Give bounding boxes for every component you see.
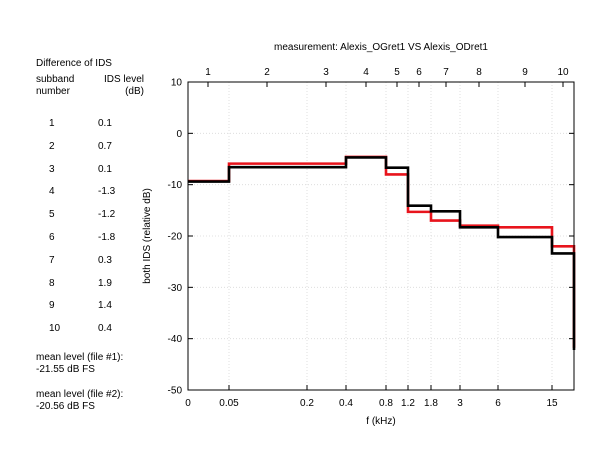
series-lines (188, 155, 576, 350)
subband-number: 2 (49, 140, 55, 152)
subband-number: 5 (49, 209, 55, 221)
x-tick-label: 1.8 (424, 398, 438, 409)
x-tick-label: 0.4 (339, 398, 353, 409)
x-tick-label: 3 (457, 398, 463, 409)
subband-number: 6 (49, 232, 55, 243)
top-tick-label: 10 (557, 67, 569, 78)
x-tick-label: 0 (185, 398, 191, 409)
ids-level-value: 1.9 (98, 277, 112, 289)
ids-level-value: 0.1 (98, 118, 112, 129)
x-tick-label: 15 (546, 398, 558, 409)
y-tick-label: 10 (171, 78, 183, 89)
series-line-2 (188, 156, 576, 350)
subband-number: 7 (49, 254, 55, 266)
x-tick-label: 0.05 (219, 398, 239, 409)
mean-level-file1-label: mean level (file #1): (36, 352, 124, 363)
ids-level-value: 0.1 (98, 163, 112, 175)
top-tick-label: 9 (522, 67, 528, 78)
mean-level-file1: mean level (file #1): -21.55 dB FS (36, 352, 123, 376)
y-tick-label: -10 (168, 180, 183, 191)
y-tick-label: -20 (168, 232, 183, 243)
grid-lines (188, 82, 574, 390)
top-tick-label: 5 (394, 67, 400, 78)
y-axis-label: both IDS (relative dB) (142, 188, 153, 284)
top-tick-label: 6 (416, 67, 422, 78)
mean-level-file2-label: mean level (file #2): (36, 389, 124, 400)
top-tick-label: 1 (205, 67, 211, 78)
y-tick-label: -50 (168, 386, 183, 397)
subband-number: 10 (49, 323, 61, 335)
ids-level-value: -1.3 (98, 186, 116, 198)
top-tick-label: 8 (476, 67, 482, 78)
x-tick-label: 0.2 (300, 398, 314, 409)
x-tick-label: 0.8 (379, 398, 393, 409)
y-tick-label: 0 (176, 129, 182, 140)
x-tick-label: 1.2 (401, 398, 415, 409)
mean-level-file2: mean level (file #2): -20.56 dB FS (36, 389, 123, 413)
tick-labels: -50 -40 -30 -20 -10 0 10 0 0.05 0.2 0.4 0.8 1.2 1.8 3 6… (168, 67, 569, 409)
chart-title: measurement: Alexis_OGret1 VS Alexis_ODr… (274, 42, 488, 53)
ids-level-column-header: IDS level (dB) (103, 74, 144, 97)
ids-level-value: -1.2 (98, 209, 116, 221)
top-tick-label: 4 (363, 67, 369, 78)
subband-number: 1 (49, 118, 55, 129)
top-tick-label: 3 (323, 67, 329, 78)
subband-number: 3 (49, 163, 55, 175)
y-tick-label: -30 (168, 283, 183, 294)
series-line-1 (188, 155, 576, 348)
ids-level-value: 1.4 (98, 300, 112, 312)
ids-level-value: 0.3 (98, 254, 112, 266)
x-axis-label: f (kHz) (366, 416, 395, 427)
subband-column-header: subband number (36, 74, 75, 97)
tick-marks (187, 81, 574, 391)
mean-level-file2-value: -20.56 dB FS (36, 401, 95, 412)
ids-level-value: 0.7 (98, 140, 112, 152)
top-tick-label: 2 (264, 67, 270, 78)
mean-level-file1-value: -21.55 dB FS (36, 364, 95, 375)
x-tick-label: 6 (495, 398, 501, 409)
ids-level-value: 0.4 (98, 323, 112, 335)
difference-title: Difference of IDS (36, 58, 112, 69)
subband-number: 4 (49, 186, 55, 198)
y-tick-label: -40 (168, 334, 183, 345)
subband-number: 8 (49, 277, 55, 289)
subband-number: 9 (49, 300, 55, 312)
top-tick-label: 7 (443, 67, 449, 78)
ids-level-value: -1.8 (98, 232, 116, 243)
